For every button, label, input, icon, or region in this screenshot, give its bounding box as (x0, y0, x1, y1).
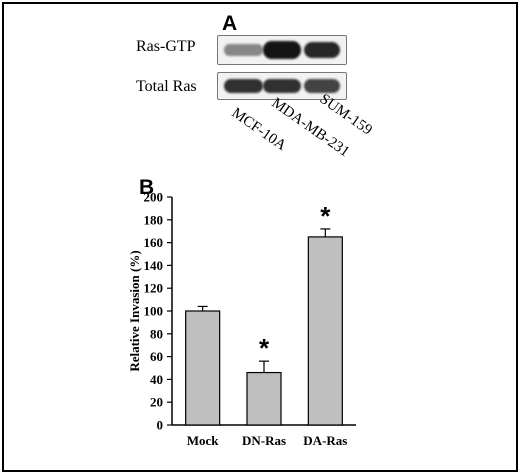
blot-band (262, 78, 302, 94)
x-category-label: Mock (187, 433, 220, 448)
blot-strip-ras-gtp (217, 35, 347, 65)
y-tick-label: 100 (144, 304, 164, 319)
blot-band (224, 78, 263, 94)
significance-marker: * (259, 333, 270, 363)
x-category-label: DA-Ras (303, 433, 347, 448)
blot-row-label-ras-gtp: Ras-GTP (136, 38, 196, 55)
y-tick-label: 80 (150, 326, 163, 341)
y-tick-label: 200 (144, 190, 164, 205)
bar (246, 371, 282, 426)
significance-marker: * (320, 201, 331, 231)
bar (185, 310, 221, 426)
blot-band (303, 41, 340, 59)
blot-band (224, 44, 263, 56)
y-tick-label: 40 (150, 372, 163, 387)
y-axis-title: Relative Invasion (%) (127, 250, 142, 371)
y-tick-label: 160 (144, 235, 164, 250)
panel-b-label: B (139, 176, 155, 199)
blot-band (262, 41, 302, 59)
y-tick-label: 60 (150, 349, 163, 364)
y-tick-label: 20 (150, 395, 163, 410)
blot-strip-total-ras (217, 72, 347, 100)
y-tick-label: 140 (144, 258, 164, 273)
y-tick-label: 0 (157, 418, 164, 433)
blot-row-label-total-ras: Total Ras (136, 78, 197, 95)
bar (307, 236, 343, 426)
blot-band (303, 79, 340, 93)
x-category-label: DN-Ras (242, 433, 286, 448)
y-tick-label: 120 (144, 281, 164, 296)
y-tick-label: 180 (144, 212, 164, 227)
panel-a-label: A (222, 12, 238, 35)
